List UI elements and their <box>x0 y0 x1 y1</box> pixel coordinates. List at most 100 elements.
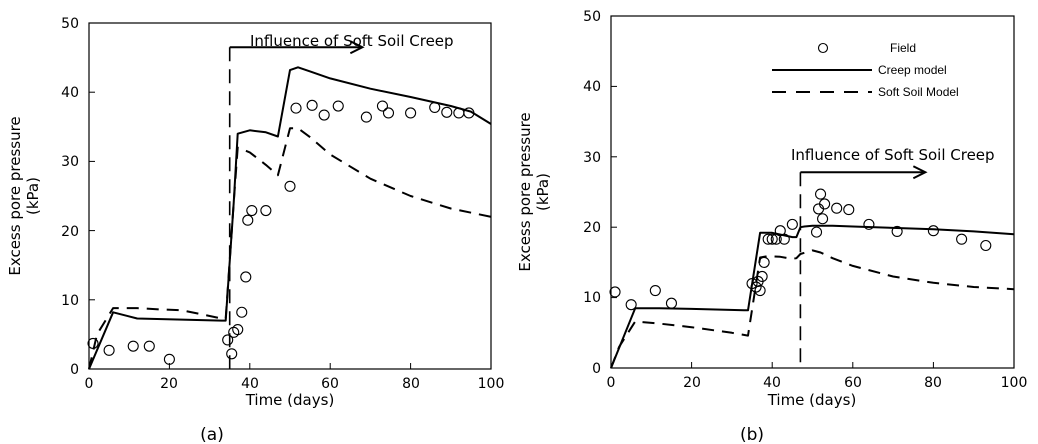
field-data-point <box>163 353 175 365</box>
soft-soil-model-line <box>610 249 1015 369</box>
y-tick-label: 10 <box>583 290 601 306</box>
field-data-point <box>127 340 139 352</box>
field-data-point <box>750 281 762 293</box>
y-tick-label: 50 <box>583 9 601 25</box>
chart-panel-b: 0 10 20 30 40 50 0 20 40 60 80 100 Time … <box>516 9 1027 444</box>
field-data-point <box>980 239 992 252</box>
creep-model-line <box>610 224 1015 369</box>
legend-label-field: Field <box>890 41 916 55</box>
field-data-point <box>863 218 875 230</box>
field-data-point <box>284 180 296 192</box>
x-tick-label: 0 <box>607 375 616 391</box>
x-tick-labels-a: 0 20 40 60 80 100 <box>85 376 505 392</box>
field-data-point <box>746 277 758 290</box>
y-axis-label-b: Excess pore pressure (kPa) <box>516 112 552 271</box>
x-tick-label: 60 <box>321 376 339 392</box>
x-tick-label: 60 <box>844 375 862 391</box>
field-data-point <box>843 204 855 216</box>
legend-b: Field Creep model Soft Soil Model <box>772 41 959 99</box>
field-data-point <box>625 299 637 311</box>
field-data-point <box>786 218 798 230</box>
tick-marks-a <box>88 22 492 370</box>
field-data-point <box>246 204 258 217</box>
y-tick-label: 0 <box>70 362 79 378</box>
plot-marks-a <box>87 40 492 370</box>
field-data-point <box>817 213 829 225</box>
y-axis-label-line1: Excess pore pressure <box>516 112 534 271</box>
field-data-point <box>236 306 248 318</box>
field-data-point <box>891 225 903 237</box>
field-data-point <box>754 285 766 297</box>
field-data-point <box>756 270 768 283</box>
field-data-point <box>927 225 939 237</box>
field-data-point <box>232 324 244 336</box>
y-tick-label: 0 <box>592 361 601 377</box>
panel-label-b: (b) <box>740 425 764 444</box>
field-data-point <box>665 297 678 309</box>
x-tick-label: 40 <box>763 375 781 391</box>
plot-marks-b <box>609 165 1015 369</box>
field-data-point <box>226 348 238 360</box>
annotation-text-a: Influence of Soft Soil Creep <box>250 32 454 50</box>
field-data-point <box>260 204 272 217</box>
y-axis-label-line2: (kPa) <box>534 173 552 211</box>
plot-frame-a <box>88 22 492 370</box>
x-axis-label-b: Time (days) <box>767 391 857 409</box>
field-data-point <box>318 109 330 121</box>
field-data-point <box>332 100 344 112</box>
field-data-point <box>103 344 115 356</box>
field-data-point <box>376 100 389 112</box>
field-data-point <box>819 198 831 210</box>
field-data-point <box>290 102 302 114</box>
field-data-point <box>405 107 417 119</box>
y-tick-labels-a: 0 10 20 30 40 50 <box>61 16 79 378</box>
x-tick-label: 20 <box>683 375 701 391</box>
field-data-point <box>463 107 475 119</box>
field-data-point <box>778 233 790 245</box>
y-tick-label: 20 <box>583 220 601 236</box>
y-tick-label: 30 <box>61 154 79 170</box>
field-data-point <box>762 233 774 245</box>
field-data-point <box>222 334 234 346</box>
field-data-point <box>831 202 843 214</box>
field-data-point <box>429 101 441 113</box>
x-tick-label: 80 <box>402 376 420 392</box>
y-axis-label-a: Excess pore pressure (kPa) <box>6 116 42 275</box>
legend-label-softsoil: Soft Soil Model <box>878 85 959 99</box>
y-tick-label: 20 <box>61 224 79 240</box>
soft-soil-model-line <box>88 127 492 370</box>
y-tick-label: 10 <box>61 293 79 309</box>
x-tick-label: 40 <box>241 376 259 392</box>
x-tick-labels-b: 0 20 40 60 80 100 <box>607 375 1028 391</box>
plot-frame-b <box>610 15 1015 369</box>
field-data-point <box>242 214 254 226</box>
y-axis-label-line1: Excess pore pressure <box>6 116 24 275</box>
legend-marker-field <box>817 42 829 54</box>
field-data-point <box>810 226 823 238</box>
chart-panel-a: 0 10 20 30 40 50 0 20 40 60 80 100 Time … <box>6 16 504 444</box>
x-tick-label: 100 <box>1001 375 1028 391</box>
field-data-point <box>360 111 372 123</box>
field-data-point <box>766 233 778 245</box>
annotation-arrow-head <box>912 165 928 180</box>
x-tick-label: 80 <box>924 375 942 391</box>
annotation-text-b: Influence of Soft Soil Creep <box>791 146 995 164</box>
y-tick-label: 40 <box>583 79 601 95</box>
x-tick-label: 20 <box>160 376 178 392</box>
x-tick-label: 100 <box>478 376 505 392</box>
field-data-point <box>453 107 465 119</box>
x-tick-label: 0 <box>85 376 94 392</box>
field-data-point <box>815 188 827 200</box>
field-data-point <box>758 256 770 268</box>
y-tick-label: 40 <box>61 85 79 101</box>
creep-model-line <box>88 66 492 370</box>
field-data-point <box>609 286 621 298</box>
field-data-point <box>143 340 155 352</box>
x-axis-label-a: Time (days) <box>245 391 335 409</box>
y-tick-label: 50 <box>61 16 79 32</box>
y-axis-label-line2: (kPa) <box>24 177 42 215</box>
field-data-point <box>306 99 318 111</box>
legend-label-creep: Creep model <box>878 63 947 77</box>
y-tick-labels-b: 0 10 20 30 40 50 <box>583 9 601 377</box>
